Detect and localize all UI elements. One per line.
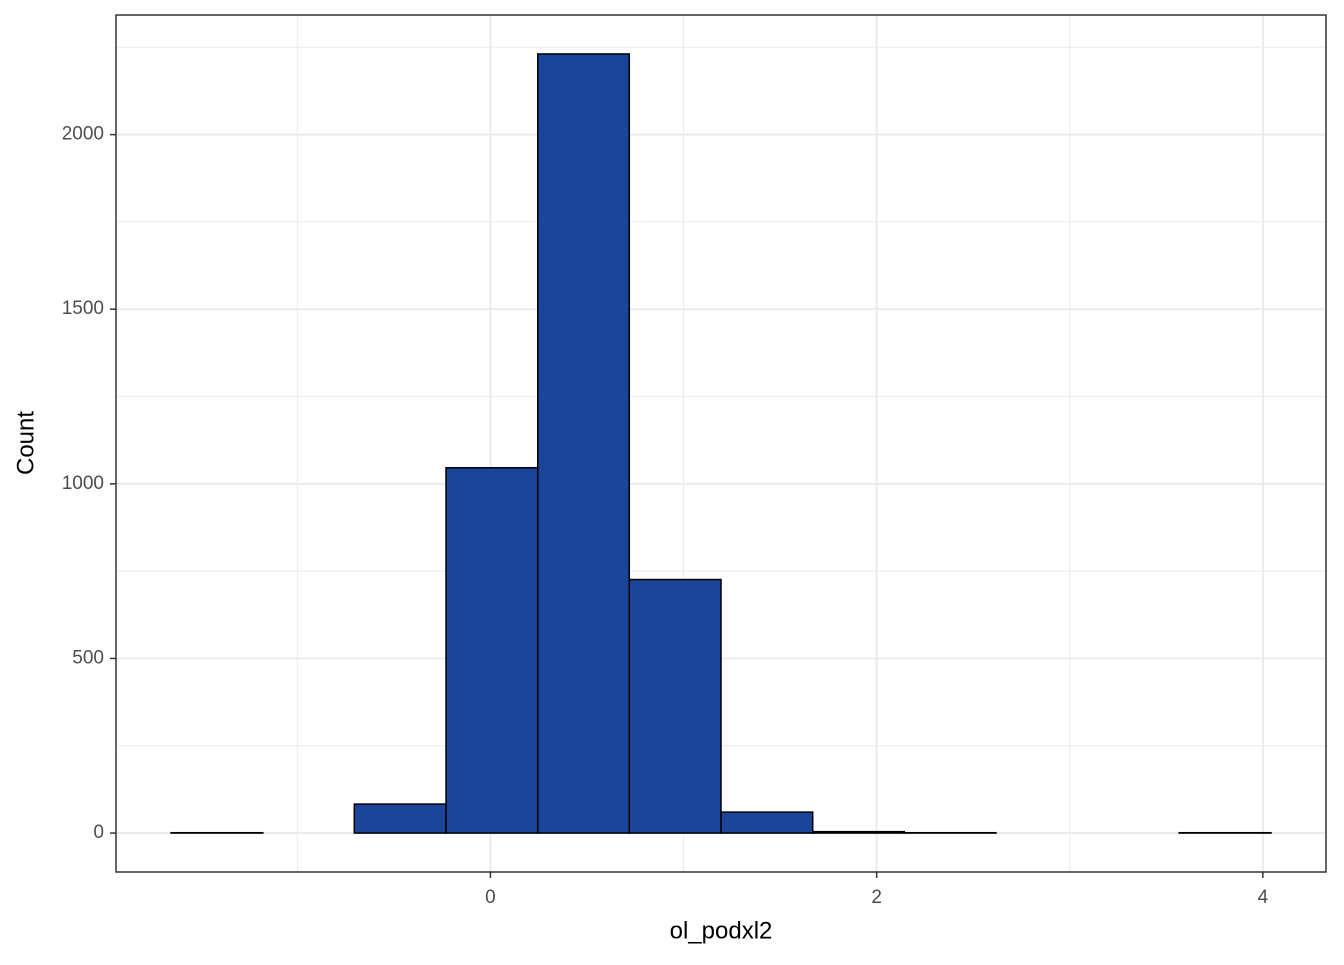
y-tick-label: 2000 bbox=[62, 124, 104, 145]
bar bbox=[446, 468, 538, 833]
x-tick-label: 4 bbox=[1258, 887, 1269, 908]
bar bbox=[354, 804, 446, 833]
bar bbox=[813, 832, 905, 833]
y-axis-label: Count bbox=[12, 411, 39, 475]
x-tick-label: 0 bbox=[485, 887, 496, 908]
y-tick-label: 1000 bbox=[62, 473, 104, 494]
x-axis-label: ol_podxl2 bbox=[670, 917, 773, 944]
x-tick-label: 2 bbox=[871, 887, 882, 908]
bar bbox=[629, 580, 721, 834]
bar bbox=[721, 812, 813, 833]
bar bbox=[538, 54, 630, 833]
y-tick-label: 500 bbox=[72, 647, 104, 668]
y-tick-label: 1500 bbox=[62, 298, 104, 319]
y-tick-label: 0 bbox=[93, 822, 104, 843]
